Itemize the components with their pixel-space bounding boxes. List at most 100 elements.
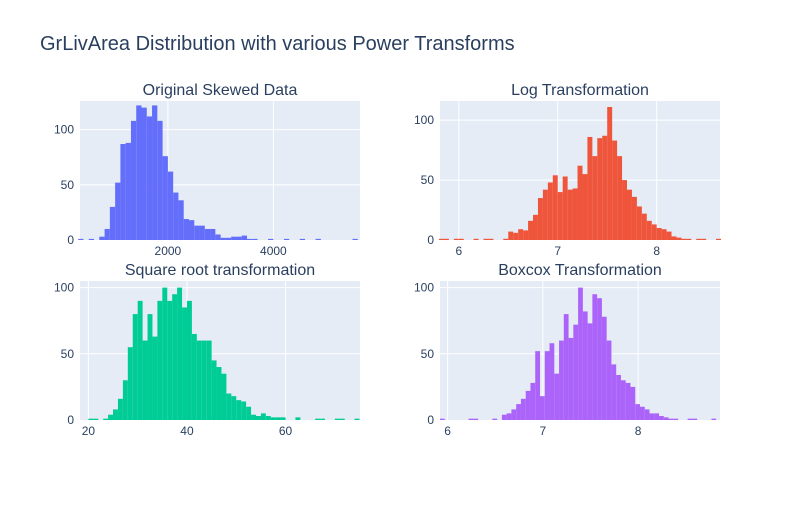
bar-boxcox-53: [692, 418, 698, 420]
bar-sqrt-37: [260, 413, 266, 420]
bar-original-2: [88, 238, 95, 240]
bar-sqrt-56: [354, 418, 360, 420]
bar-boxcox-47: [663, 417, 669, 420]
ytick-label-sqrt-2: 100: [54, 281, 74, 295]
bar-boxcox-19: [530, 382, 536, 420]
bar-boxcox-11: [492, 418, 498, 420]
bar-sqrt-8: [117, 398, 123, 420]
bar-original-42: [299, 238, 306, 240]
bar-sqrt-38: [265, 416, 271, 420]
ytick-label-boxcox-2: 100: [414, 281, 434, 295]
bar-original-6: [109, 206, 116, 240]
bar-boxcox-37: [616, 374, 621, 420]
bar-log-23: [552, 175, 558, 240]
bar-sqrt-31: [231, 396, 237, 420]
bar-sqrt-11: [132, 314, 138, 420]
bar-log-50: [686, 238, 692, 240]
bar-log-27: [572, 188, 578, 240]
bar-log-47: [671, 236, 677, 240]
bar-boxcox-20: [535, 351, 540, 420]
bar-original-11: [136, 105, 142, 241]
bar-original-26: [215, 234, 221, 240]
bar-log-14: [508, 231, 514, 240]
bar-sqrt-27: [211, 360, 217, 420]
bar-boxcox-39: [625, 382, 631, 420]
bar-sqrt-3: [93, 418, 99, 420]
bar-original-21: [188, 220, 195, 240]
bar-log-43: [651, 224, 657, 240]
bar-log-0: [439, 238, 444, 240]
bar-sqrt-15: [152, 336, 158, 420]
subplot-title-original: Original Skewed Data: [143, 82, 298, 99]
bar-boxcox-15: [511, 409, 517, 420]
bar-log-7: [473, 238, 479, 240]
bar-sqrt-41: [280, 417, 286, 420]
bar-original-9: [125, 142, 131, 240]
bar-boxcox-6: [468, 418, 474, 420]
bar-sqrt-18: [167, 300, 173, 420]
bar-original-23: [199, 225, 205, 240]
bar-log-44: [656, 228, 662, 240]
bar-original-10: [130, 120, 137, 240]
figure-title: GrLivArea Distribution with various Powe…: [40, 33, 515, 55]
bar-original-39: [283, 238, 290, 240]
subplot-sqrt: 0 50 100 20 40 60 Square root transformation: [54, 262, 360, 438]
bar-log-20: [537, 198, 543, 240]
bar-original-27: [220, 237, 226, 240]
bar-sqrt-36: [255, 416, 261, 420]
bar-log-53: [701, 238, 707, 240]
bar-original-17: [167, 171, 174, 240]
subplot-original: 0 50 100 2000 4000 Original Skewed Data: [54, 82, 360, 258]
bar-boxcox-16: [516, 404, 521, 420]
ytick-label-log-2: 100: [414, 113, 434, 127]
bar-log-46: [666, 231, 672, 240]
bar-original-19: [178, 200, 184, 240]
bar-boxcox-41: [635, 404, 640, 420]
xtick-label-sqrt-1: 40: [180, 424, 194, 438]
bar-boxcox-24: [554, 373, 560, 420]
bar-log-34: [607, 106, 613, 240]
bar-sqrt-23: [191, 333, 197, 420]
bar-original-36: [268, 238, 274, 240]
bar-boxcox-40: [630, 386, 636, 420]
bar-boxcox-43: [644, 409, 650, 420]
bar-log-35: [612, 140, 618, 240]
bar-original-13: [146, 116, 153, 240]
bar-original-32: [247, 238, 253, 240]
bar-boxcox-36: [611, 364, 617, 420]
bar-sqrt-44: [295, 417, 301, 420]
subplot-log: 0 50 100 6 7 8 Log Transformation: [414, 82, 721, 258]
bar-boxcox-42: [640, 406, 645, 420]
bar-sqrt-19: [172, 294, 178, 420]
bar-original-52: [352, 238, 358, 240]
bar-boxcox-57: [711, 418, 717, 420]
bar-sqrt-35: [251, 414, 256, 420]
bar-sqrt-2: [88, 418, 94, 420]
bar-sqrt-9: [122, 380, 128, 420]
bar-original-31: [241, 235, 248, 240]
ytick-label-log-1: 50: [421, 173, 435, 187]
bar-original-18: [173, 192, 179, 240]
bar-log-13: [503, 238, 509, 240]
bar-boxcox-45: [654, 413, 660, 420]
ytick-label-boxcox-1: 50: [421, 347, 435, 361]
bar-log-17: [523, 230, 529, 240]
bar-original-16: [162, 156, 168, 240]
bar-boxcox-30: [582, 311, 588, 420]
ytick-label-original-0: 0: [67, 233, 74, 247]
bar-original-20: [183, 219, 189, 240]
bar-sqrt-39: [270, 417, 276, 420]
bar-original-5: [104, 228, 110, 240]
bar-log-40: [636, 206, 642, 240]
bar-log-37: [622, 180, 627, 240]
bar-boxcox-46: [659, 416, 664, 420]
bar-log-9: [483, 238, 489, 240]
bar-log-48: [676, 237, 682, 240]
bar-log-28: [577, 165, 583, 240]
xtick-label-sqrt-0: 20: [82, 424, 96, 438]
bar-sqrt-22: [186, 300, 192, 420]
bar-boxcox-33: [597, 298, 602, 420]
